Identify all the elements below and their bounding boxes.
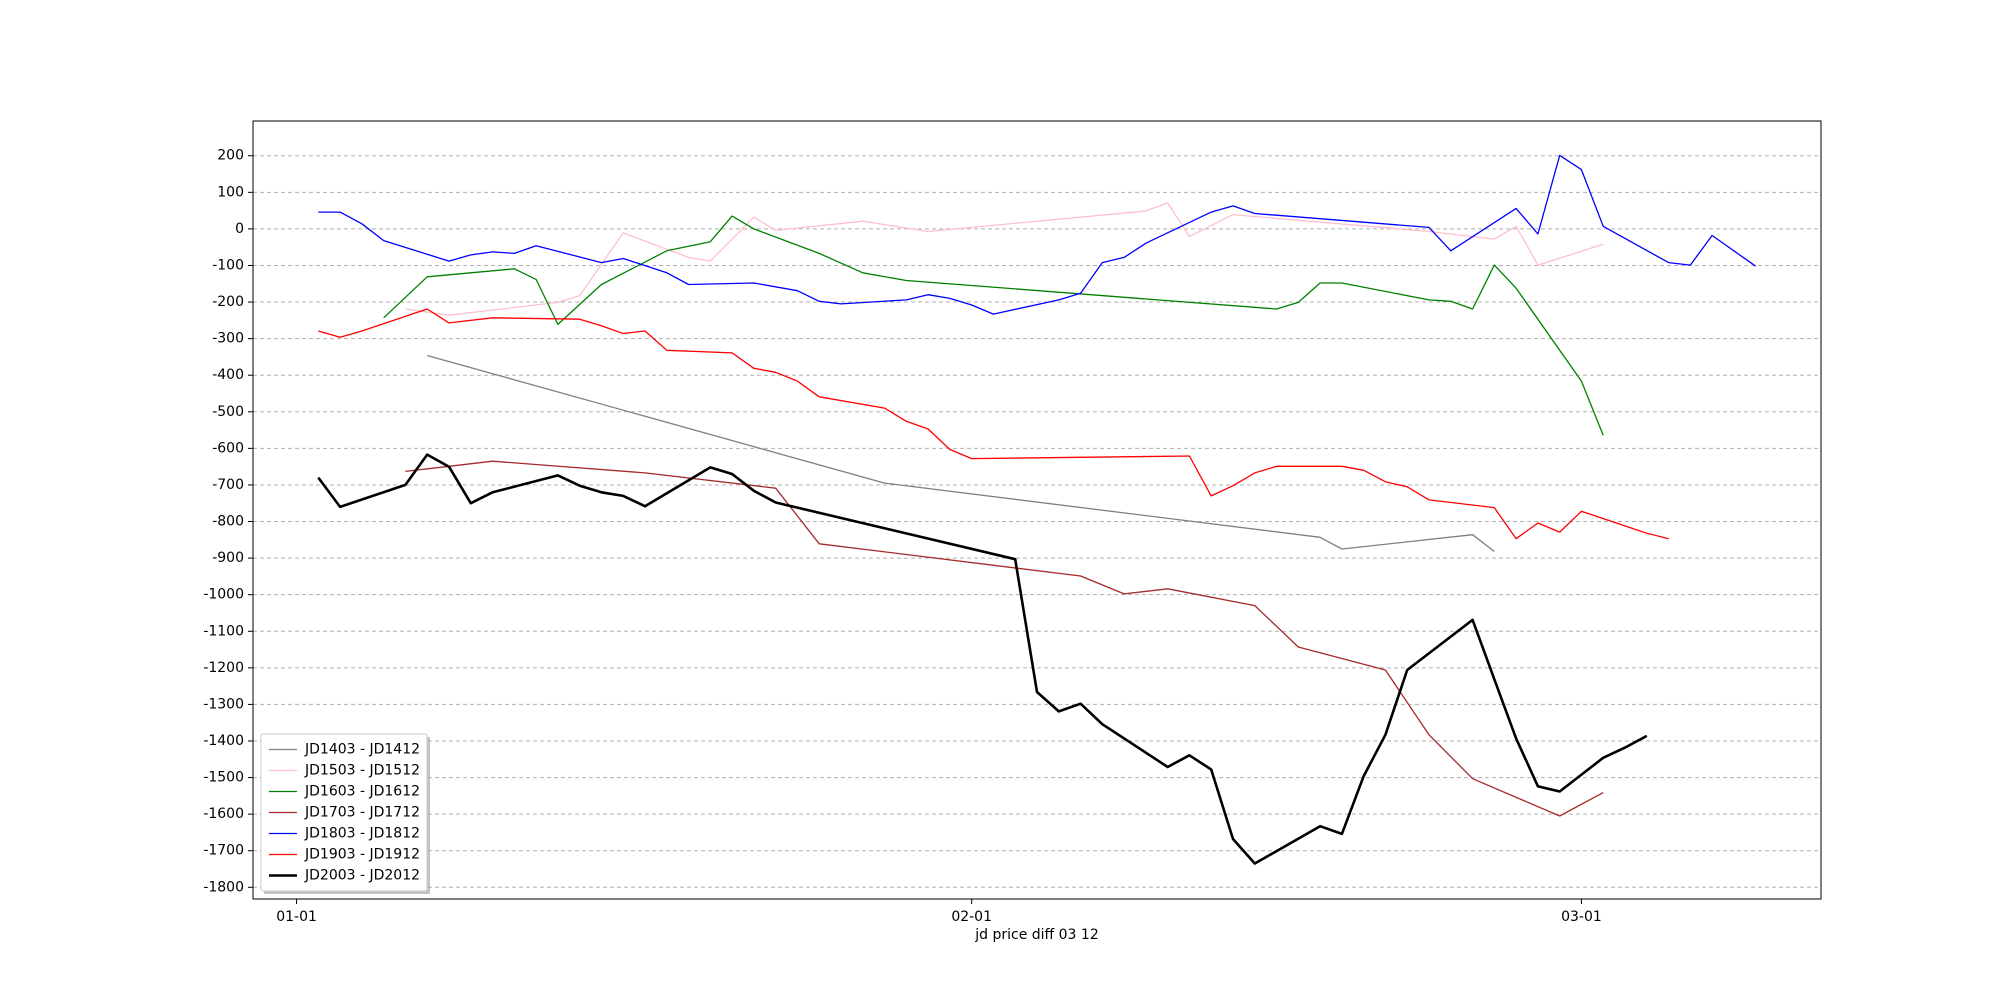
plot-frame: [252, 120, 1822, 900]
series-line: [318, 154, 1757, 315]
y-tick-label: -1300: [203, 696, 244, 712]
y-tick-label: -600: [212, 440, 244, 456]
y-tick-label: -300: [212, 331, 244, 347]
series-line: [427, 354, 1495, 553]
x-axis-label: jd price diff 03 12: [974, 927, 1098, 943]
y-tick-label: 0: [235, 221, 244, 237]
y-tick-label: -1700: [203, 843, 244, 859]
legend-label: JD1603 - JD1612: [304, 784, 420, 800]
y-tick-label: -1200: [203, 660, 244, 676]
y-tick-label: -700: [212, 477, 244, 493]
legend-label: JD1503 - JD1512: [304, 763, 420, 779]
series-line: [317, 453, 1648, 865]
y-tick-label: -1100: [203, 623, 244, 639]
series-line: [318, 308, 1669, 540]
legend-label: JD2003 - JD2012: [304, 868, 420, 884]
y-tick-label: -400: [212, 367, 244, 383]
y-tick-label: -800: [212, 514, 244, 530]
y-tick-label: -200: [212, 294, 244, 310]
series-line: [383, 215, 1604, 436]
y-tick-label: -1500: [203, 770, 244, 786]
y-tick-label: 200: [217, 148, 244, 164]
y-tick-label: -1600: [203, 806, 244, 822]
y-tick-label: -1800: [203, 879, 244, 895]
x-tick-label: 03-01: [1561, 909, 1602, 925]
legend-label: JD1803 - JD1812: [304, 826, 420, 842]
series-line: [405, 460, 1604, 817]
series-line: [405, 202, 1604, 316]
x-tick-label: 02-01: [951, 909, 992, 925]
legend-label: JD1903 - JD1912: [304, 847, 420, 863]
legend-box: [260, 733, 428, 892]
y-tick-label: -1000: [203, 587, 244, 603]
y-tick-label: -500: [212, 404, 244, 420]
legend: JD1403 - JD1412 JD1503 - JD1512 JD1603 - J…: [260, 733, 430, 894]
legend-label: JD1703 - JD1712: [304, 805, 420, 821]
x-tick-label: 01-01: [276, 909, 317, 925]
y-tick-label: -900: [212, 550, 244, 566]
y-tick-label: 100: [217, 184, 244, 200]
y-tick-label: -1400: [203, 733, 244, 749]
legend-label: JD1403 - JD1412: [304, 742, 420, 758]
y-tick-label: -100: [212, 257, 244, 273]
